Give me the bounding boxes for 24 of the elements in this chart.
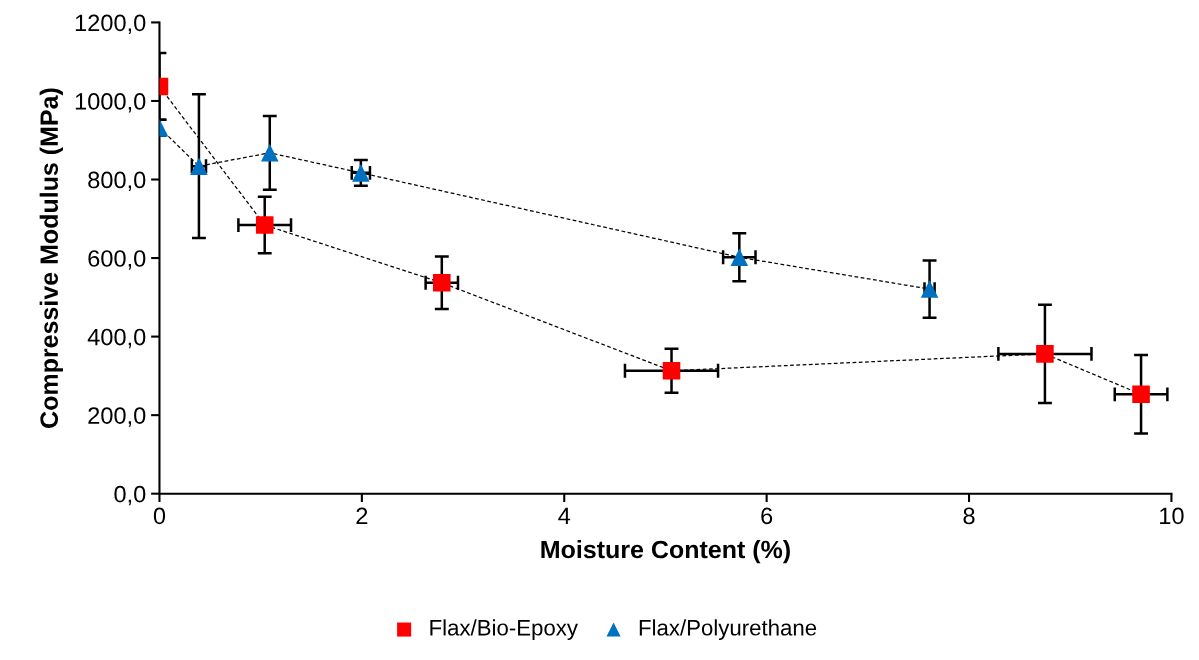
point — [433, 274, 451, 292]
y-tick-label: 600,0 — [88, 250, 146, 270]
point — [260, 144, 279, 162]
y-tick-label: 1000,0 — [75, 93, 146, 113]
point — [255, 216, 274, 234]
point — [730, 248, 749, 267]
y-tick-label: 0,0 — [114, 485, 146, 506]
y-tick-label: 800,0 — [88, 171, 146, 192]
x-tick-label: 2 — [356, 507, 368, 524]
y-tick-label: 1200,0 — [75, 14, 146, 35]
y-tick-label: 200,0 — [88, 407, 146, 427]
x-axis-title: Moisture Content (%) — [541, 540, 790, 564]
x-tick-label: 8 — [963, 507, 975, 525]
x-tick-label: 6 — [761, 507, 773, 525]
point — [1036, 345, 1054, 363]
point — [662, 361, 681, 380]
x-tick-label: 10 — [1160, 507, 1184, 525]
y-tick-label: 400,0 — [87, 328, 146, 349]
x-tick-label: 0 — [153, 507, 166, 525]
legend-label: Flax/Bio-Epoxy — [430, 619, 578, 640]
point — [1132, 385, 1150, 404]
y-axis-title: Compressive Modulus (MPa) — [39, 88, 63, 428]
x-tick-label: 4 — [558, 507, 571, 524]
legend-label: Flax/Polyurethane — [639, 619, 817, 640]
